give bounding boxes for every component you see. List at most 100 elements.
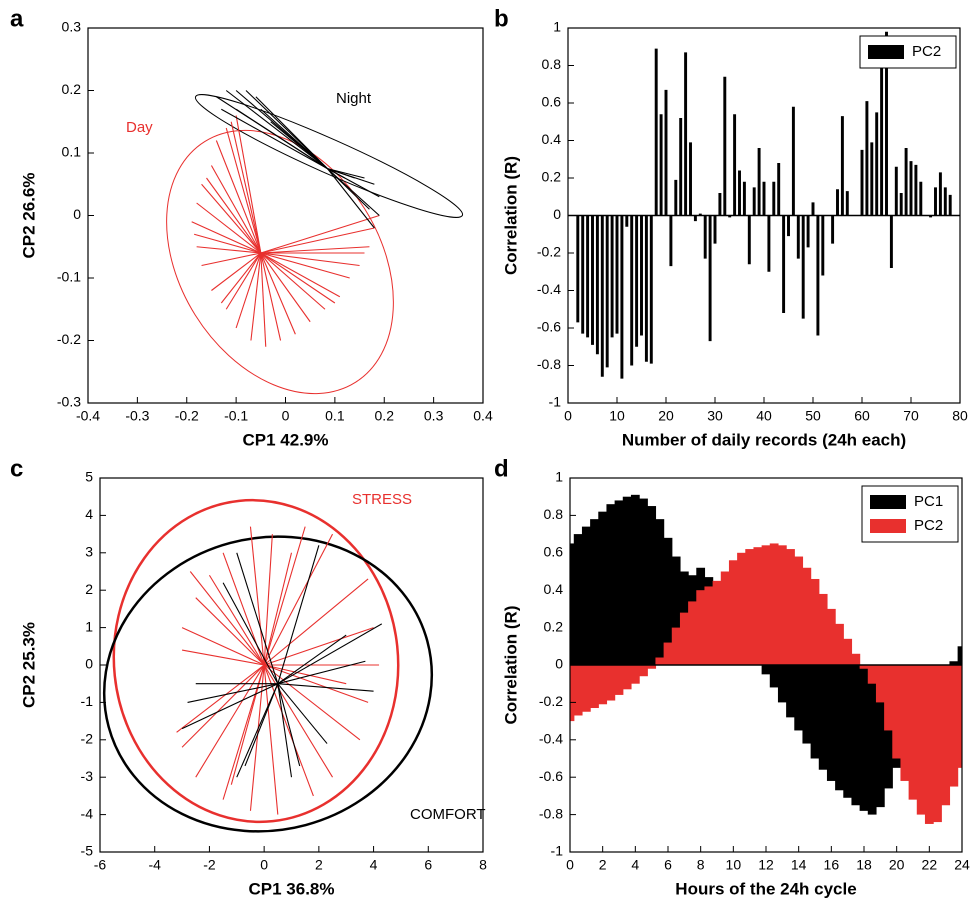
x-tick-label: 20 <box>889 857 905 873</box>
x-tick-label: 0.4 <box>473 408 493 424</box>
loading-vector <box>277 683 374 692</box>
bar <box>867 665 877 815</box>
loading-vector <box>225 252 262 310</box>
bar <box>615 215 619 334</box>
bar <box>791 106 795 216</box>
bar <box>674 179 678 216</box>
loading-vector <box>201 252 261 267</box>
bar <box>620 215 624 379</box>
bar <box>718 193 722 216</box>
bar <box>622 496 632 665</box>
bar <box>728 560 738 665</box>
loading-vector <box>270 121 328 170</box>
bar <box>949 661 959 665</box>
loading-vector <box>264 664 347 685</box>
bar <box>654 48 658 216</box>
loading-vector <box>181 683 279 730</box>
bar <box>948 194 952 216</box>
bar <box>806 215 810 248</box>
bar <box>757 148 761 216</box>
loading-vector <box>225 127 262 254</box>
bar <box>957 665 962 768</box>
bar <box>892 665 902 759</box>
bar <box>649 215 653 364</box>
bar <box>640 215 643 336</box>
bar <box>870 142 874 216</box>
x-tick-label: 24 <box>954 857 970 873</box>
panel-label: d <box>494 455 509 482</box>
bar <box>914 164 918 216</box>
bar <box>712 580 722 665</box>
bar <box>772 181 776 216</box>
bar <box>826 665 836 781</box>
y-tick-label: 0.4 <box>542 131 562 147</box>
loading-vector <box>196 246 261 254</box>
loading-vector <box>220 252 262 304</box>
bar <box>581 526 591 665</box>
bar <box>704 586 714 665</box>
confidence-ellipse <box>194 94 464 218</box>
loading-vector <box>260 252 282 341</box>
bar <box>703 215 707 259</box>
bar <box>581 215 585 334</box>
y-tick-label: 0.1 <box>62 144 82 160</box>
bar <box>821 215 825 276</box>
x-axis-title: CP1 42.9% <box>243 430 329 449</box>
loading-vector <box>277 545 320 684</box>
loading-vector <box>277 683 328 744</box>
loading-vector <box>215 140 262 254</box>
bar <box>738 170 741 216</box>
y-tick-label: -1 <box>81 693 94 709</box>
bar <box>777 545 787 665</box>
loading-vector <box>277 683 293 778</box>
y-tick-label: -1 <box>551 843 564 859</box>
group-label: Night <box>336 90 372 107</box>
x-tick-label: 4 <box>631 857 639 873</box>
loading-vector <box>260 252 296 335</box>
bar <box>943 187 947 216</box>
bar <box>614 665 624 695</box>
bar <box>908 665 918 800</box>
bar <box>639 498 648 665</box>
x-tick-label: 18 <box>856 857 872 873</box>
y-tick-label: -4 <box>81 805 94 821</box>
x-tick-label: -4 <box>148 857 161 873</box>
bar <box>860 149 864 216</box>
bar <box>742 181 746 216</box>
panel-label: a <box>10 5 24 32</box>
bar <box>900 665 910 781</box>
y-tick-label: -0.8 <box>537 356 561 372</box>
bar <box>880 61 884 216</box>
bar <box>647 665 657 669</box>
bar <box>606 665 616 701</box>
y-tick-label: -0.4 <box>539 731 563 747</box>
x-tick-label: -0.2 <box>175 408 199 424</box>
loading-vector <box>260 108 328 170</box>
bar <box>835 623 844 665</box>
bar <box>933 665 942 823</box>
y-tick-label: 0.6 <box>542 94 562 110</box>
loading-vector <box>263 578 369 666</box>
loading-vector <box>260 252 267 347</box>
bar <box>818 665 828 770</box>
loading-vector <box>222 582 279 684</box>
bar <box>840 116 844 216</box>
loading-vector <box>187 683 278 703</box>
bar <box>845 191 849 216</box>
loading-vector <box>181 664 265 748</box>
y-tick-label: 5 <box>85 469 93 485</box>
loading-vector <box>260 252 326 310</box>
group-label: COMFORT <box>410 806 486 823</box>
bar <box>671 627 681 665</box>
loading-vector <box>277 623 383 685</box>
loading-vector <box>195 597 265 666</box>
loading-vector <box>260 214 380 254</box>
bar <box>762 181 766 216</box>
loading-vector <box>277 683 301 767</box>
bar <box>818 593 828 665</box>
loading-vector <box>260 252 350 279</box>
loading-vector <box>196 202 262 254</box>
bar <box>590 665 599 709</box>
x-tick-label: 2 <box>599 857 607 873</box>
bar <box>867 665 877 684</box>
